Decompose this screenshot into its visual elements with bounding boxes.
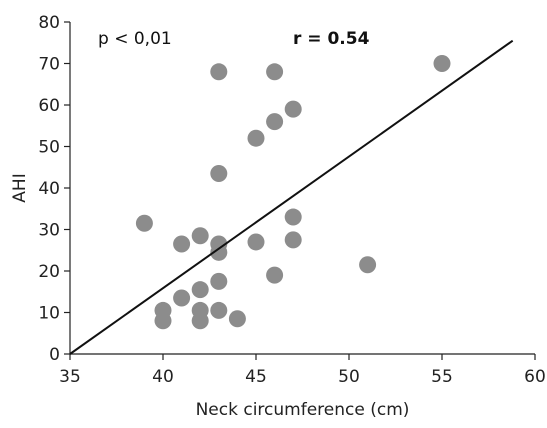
- data-point: [210, 272, 228, 290]
- data-point: [135, 214, 153, 232]
- data-point: [191, 312, 209, 330]
- y-tick-label: 40: [38, 179, 60, 199]
- x-tick-label: 45: [245, 367, 267, 387]
- data-points: [135, 55, 451, 330]
- x-ticks: 35 40 45 50 55 60: [59, 354, 546, 387]
- data-point: [247, 233, 265, 251]
- data-point: [173, 235, 191, 253]
- y-tick-label: 50: [38, 138, 60, 158]
- data-point: [173, 289, 191, 307]
- data-point: [210, 301, 228, 319]
- y-tick-label: 10: [38, 304, 60, 324]
- data-point: [359, 256, 377, 274]
- y-tick-label: 0: [49, 345, 60, 365]
- x-tick-label: 55: [431, 367, 453, 387]
- data-point: [191, 227, 209, 245]
- p-value-annotation: p < 0,01: [98, 29, 172, 49]
- data-point: [154, 312, 172, 330]
- data-point: [247, 129, 265, 147]
- r-value-annotation: r = 0.54: [293, 29, 370, 49]
- trend-line: [69, 39, 514, 355]
- y-tick-label: 30: [38, 221, 60, 241]
- data-point: [284, 231, 302, 249]
- y-axis-title: AHI: [10, 173, 30, 202]
- y-tick-label: 60: [38, 96, 60, 116]
- data-point: [266, 63, 284, 81]
- y-ticks: 0 10 20 30 40 50 60 70 80: [38, 13, 70, 365]
- x-tick-label: 50: [338, 367, 360, 387]
- data-point: [433, 55, 451, 72]
- data-point: [210, 63, 228, 81]
- x-tick-label: 60: [524, 367, 546, 387]
- x-axis-title: Neck circumference (cm): [196, 400, 410, 420]
- data-point: [266, 113, 284, 131]
- data-point: [210, 164, 228, 182]
- data-point: [284, 100, 302, 118]
- x-tick-label: 40: [152, 367, 174, 387]
- y-tick-label: 80: [38, 13, 60, 33]
- data-point: [284, 208, 302, 226]
- data-point: [210, 243, 228, 261]
- data-point: [266, 266, 284, 284]
- x-tick-label: 35: [59, 367, 81, 387]
- data-point: [191, 281, 209, 299]
- data-point: [228, 310, 246, 328]
- y-tick-label: 70: [38, 55, 60, 75]
- y-tick-label: 20: [38, 262, 60, 282]
